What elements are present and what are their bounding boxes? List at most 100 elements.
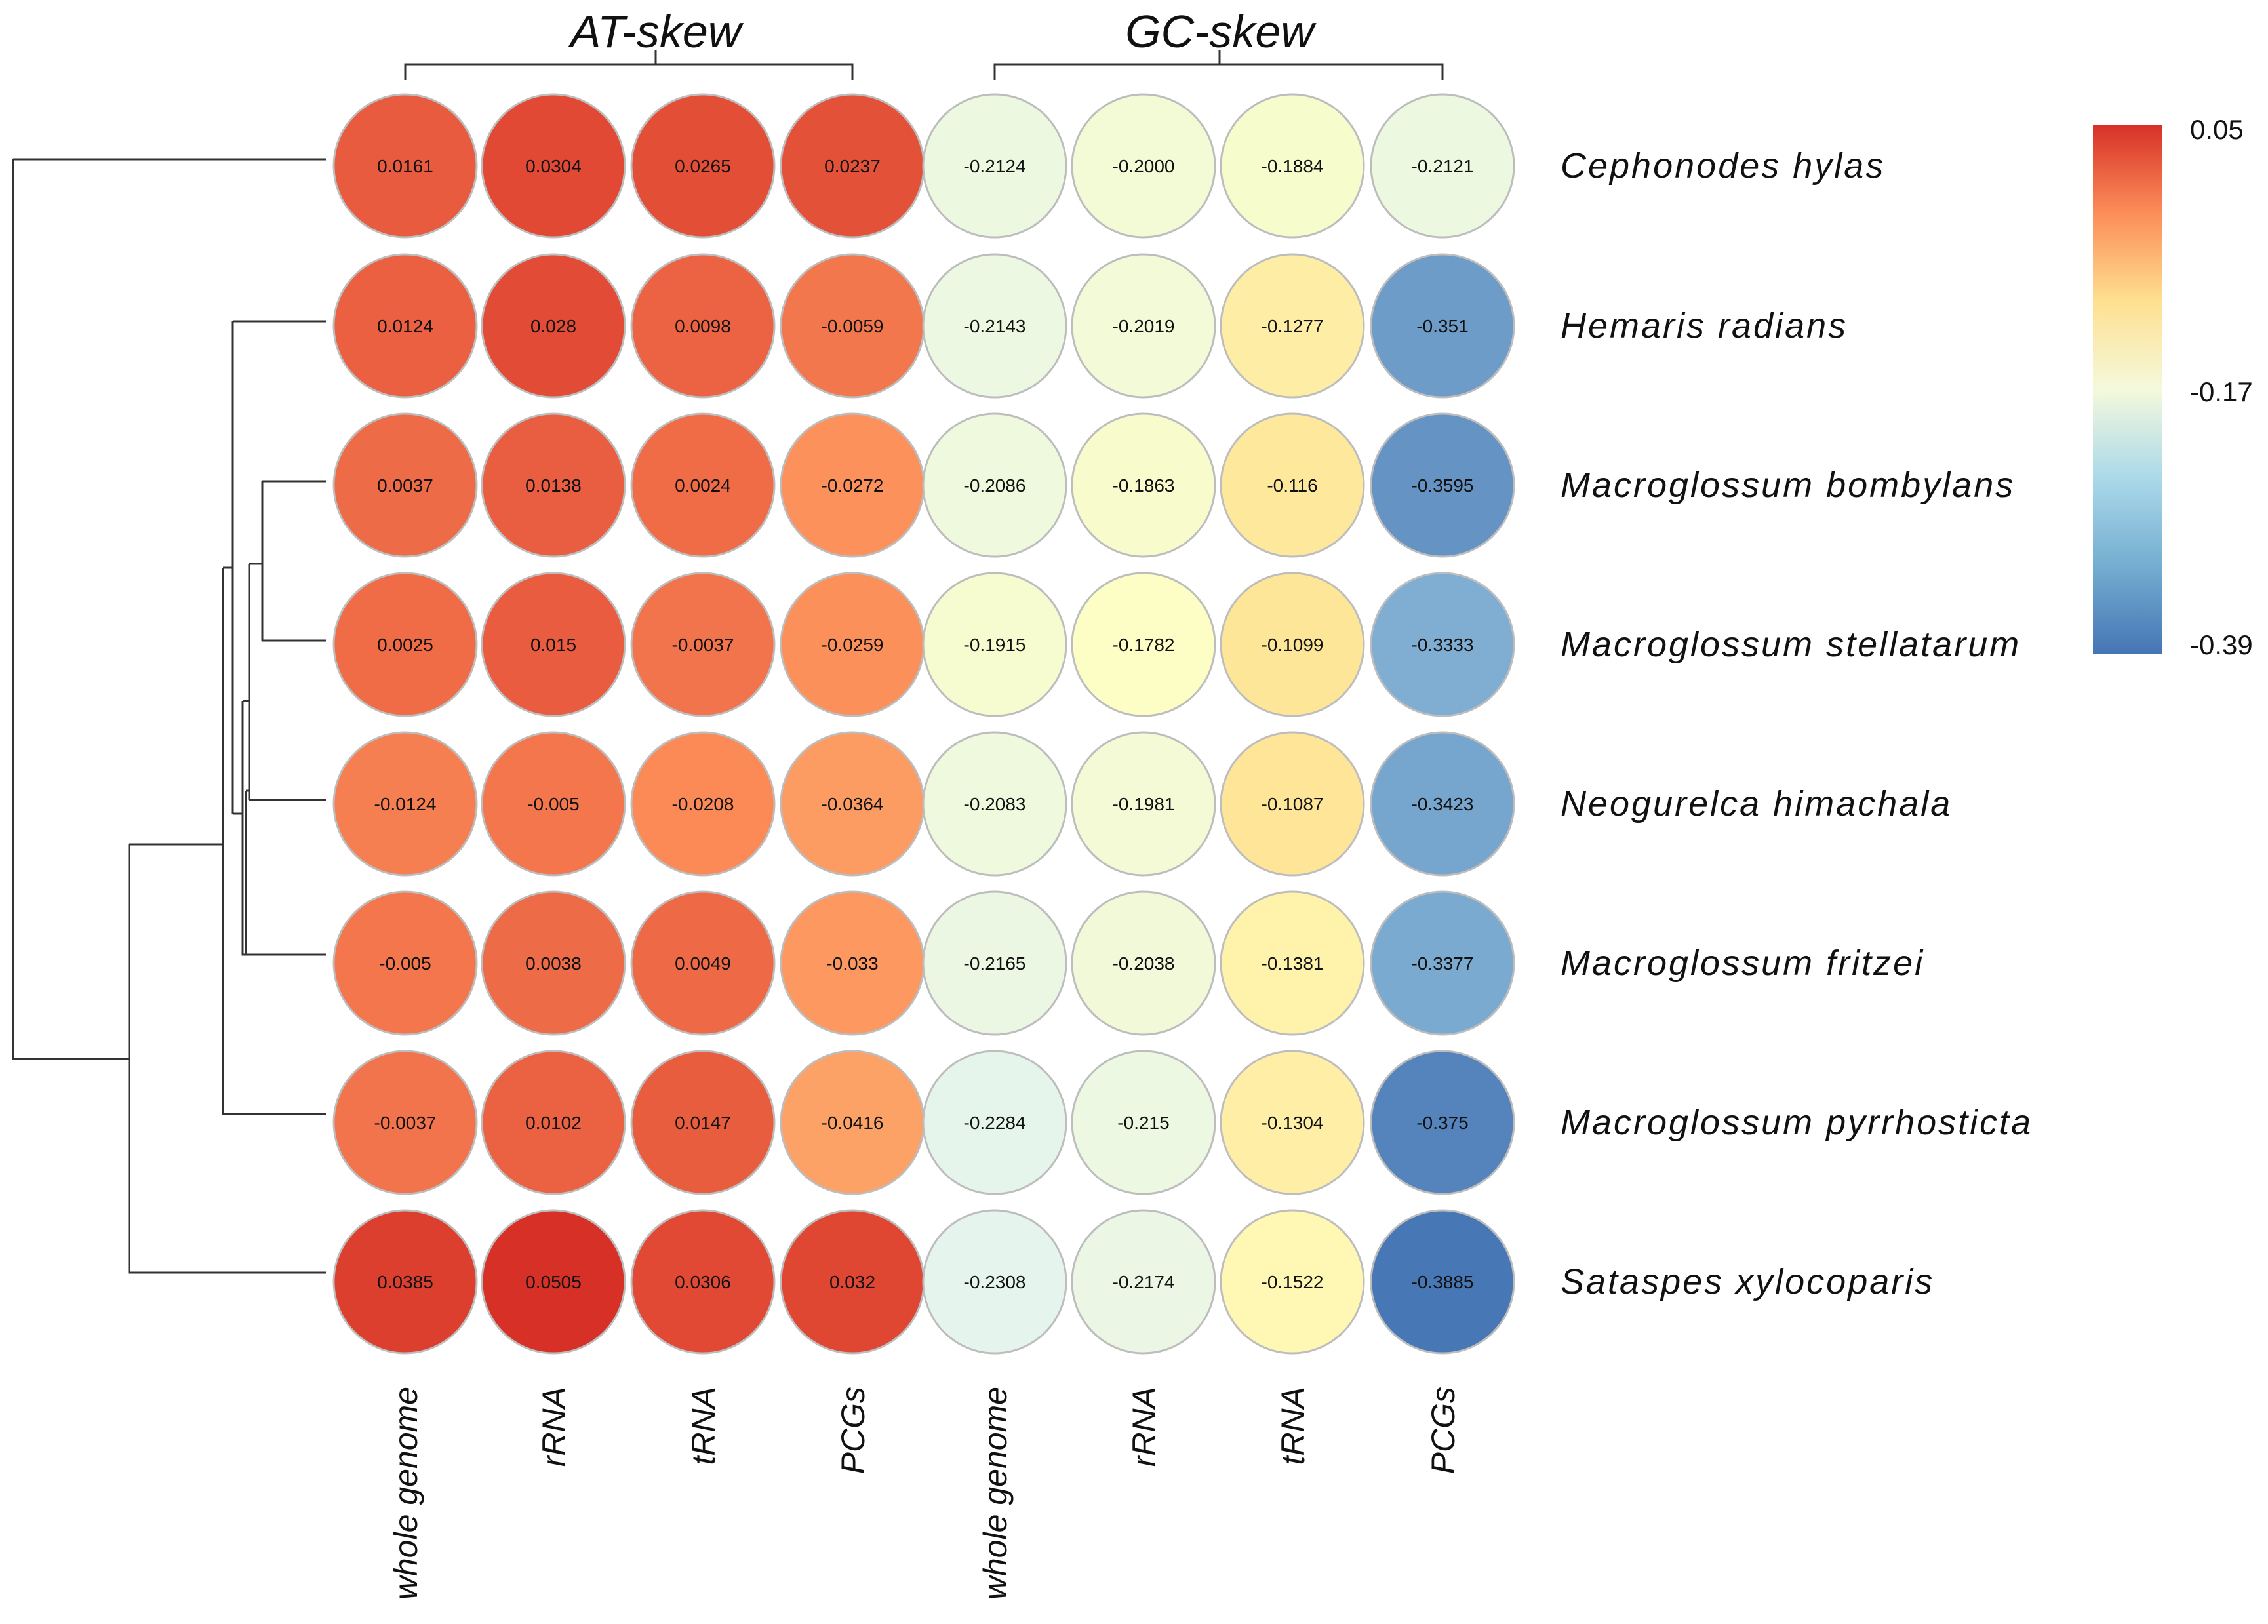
cell-value-label: -0.3423 — [1412, 794, 1474, 814]
cell-value-label: -0.0124 — [374, 794, 437, 814]
row-label: Cephonodes hylas — [1561, 146, 1885, 186]
row-label: Hemaris radians — [1561, 306, 1848, 346]
cell-value-label: -0.1863 — [1113, 475, 1175, 496]
heatmap-cell — [1370, 731, 1515, 877]
heatmap-cell — [630, 1050, 776, 1195]
heatmap-cell — [630, 572, 776, 717]
heatmap-cell — [630, 731, 776, 877]
cell-value-label: 0.0102 — [525, 1113, 582, 1133]
colorbar — [2093, 125, 2162, 654]
row-label: Neogurelca himachala — [1561, 784, 1952, 823]
heatmap-cell — [481, 731, 626, 877]
cell-value-label: 0.015 — [530, 635, 576, 655]
cell-value-label: 0.0304 — [525, 156, 582, 176]
heatmap-cell — [481, 253, 626, 399]
cell-value-label: -0.1087 — [1262, 794, 1324, 814]
row-label: Sataspes xylocoparis — [1561, 1262, 1934, 1301]
cell-value-label: -0.2121 — [1412, 156, 1474, 176]
cell-value-label: 0.0265 — [675, 156, 731, 176]
heatmap-cell — [1370, 253, 1515, 399]
heatmap-cell — [1220, 93, 1365, 239]
heatmap-cell — [332, 731, 478, 877]
column-label: rRNA — [536, 1387, 572, 1467]
cell-value-label: -0.0416 — [822, 1113, 884, 1133]
colorbar-max-label: 0.05 — [2190, 114, 2244, 145]
heatmap-cell — [1071, 731, 1216, 877]
cell-value-label: -0.2124 — [964, 156, 1026, 176]
cell-value-label: 0.0237 — [824, 156, 881, 176]
cell-value-label: -0.005 — [379, 953, 431, 974]
column-labels: whole genome rRNA tRNA PCGs whole genome rRNA… — [388, 1387, 1462, 1600]
cell-value-label: -0.3885 — [1412, 1272, 1474, 1292]
column-label: whole genome — [388, 1387, 424, 1600]
heatmap-cell — [481, 890, 626, 1036]
group-title-at-skew: AT-skew — [568, 6, 744, 57]
at-skew-bracket — [404, 50, 854, 80]
color-legend: 0.05 -0.17 -0.39 — [2093, 114, 2253, 660]
heatmap-cell — [922, 412, 1067, 558]
cell-value-label: 0.0385 — [377, 1272, 433, 1292]
cell-value-label: -0.1915 — [964, 635, 1026, 655]
heatmap-cell — [1071, 93, 1216, 239]
cell-value-label: 0.0138 — [525, 475, 582, 496]
heatmap-cell — [630, 890, 776, 1036]
heatmap-cell — [1220, 412, 1365, 558]
cell-value-label: -0.2174 — [1113, 1272, 1175, 1292]
cell-value-label: -0.2000 — [1113, 156, 1175, 176]
cell-value-label: 0.028 — [530, 316, 576, 336]
heatmap-cell — [1220, 890, 1365, 1036]
heatmap-cell — [481, 572, 626, 717]
cell-value-label: -0.2165 — [964, 953, 1026, 974]
cell-value-label: -0.375 — [1416, 1113, 1468, 1133]
heatmap-cell — [1071, 253, 1216, 399]
heatmap-cell — [1370, 1209, 1515, 1355]
cell-value-label: -0.033 — [826, 953, 878, 974]
heatmap-cell — [481, 412, 626, 558]
heatmap-cell — [630, 412, 776, 558]
cell-value-label: 0.0038 — [525, 953, 582, 974]
cell-value-label: 0.0505 — [525, 1272, 582, 1292]
heatmap-cell — [1370, 93, 1515, 239]
heatmap-cells: 0.0161 0.0304 0.0265 0.0237 -0.2124 -0.2000 -0… — [332, 93, 1515, 1355]
cell-value-label: 0.0049 — [675, 953, 731, 974]
cell-value-label: -0.005 — [527, 794, 579, 814]
cell-value-label: -0.351 — [1416, 316, 1468, 336]
heatmap-cell — [481, 1209, 626, 1355]
gc-skew-bracket — [993, 50, 1444, 80]
column-label: PCGs — [1425, 1387, 1462, 1474]
heatmap-cell — [1071, 1209, 1216, 1355]
cell-value-label: -0.0208 — [672, 794, 734, 814]
cell-value-label: -0.0364 — [822, 794, 884, 814]
cell-value-label: -0.1522 — [1262, 1272, 1324, 1292]
heatmap-cell — [630, 253, 776, 399]
cell-value-label: -0.1381 — [1262, 953, 1324, 974]
heatmap-cell — [1370, 890, 1515, 1036]
cell-value-label: -0.2143 — [964, 316, 1026, 336]
heatmap-cell — [1370, 412, 1515, 558]
cell-value-label: -0.2284 — [964, 1113, 1026, 1133]
cell-value-label: 0.0161 — [377, 156, 433, 176]
cell-value-label: -0.2083 — [964, 794, 1026, 814]
cell-value-label: 0.0098 — [675, 316, 731, 336]
row-label: Macroglossum stellatarum — [1561, 625, 2021, 664]
row-label: Macroglossum pyrrhosticta — [1561, 1103, 2033, 1142]
heatmap-cell — [332, 572, 478, 717]
cell-value-label: -0.2308 — [964, 1272, 1026, 1292]
column-label: tRNA — [685, 1387, 722, 1465]
heatmap-cell — [1370, 1050, 1515, 1195]
row-label: Macroglossum fritzei — [1561, 943, 1924, 983]
heatmap-cell — [332, 253, 478, 399]
column-label: tRNA — [1275, 1387, 1311, 1465]
cell-value-label: -0.0059 — [822, 316, 884, 336]
heatmap-cell — [922, 93, 1067, 239]
heatmap-cell — [1071, 412, 1216, 558]
cell-value-label: -0.1981 — [1113, 794, 1175, 814]
heatmap-cell — [1220, 572, 1365, 717]
cell-value-label: -0.1884 — [1262, 156, 1324, 176]
heatmap-cell — [1220, 731, 1365, 877]
heatmap-cell — [1071, 890, 1216, 1036]
heatmap-cell — [332, 1050, 478, 1195]
column-label: whole genome — [977, 1387, 1014, 1600]
cell-value-label: -0.1782 — [1113, 635, 1175, 655]
